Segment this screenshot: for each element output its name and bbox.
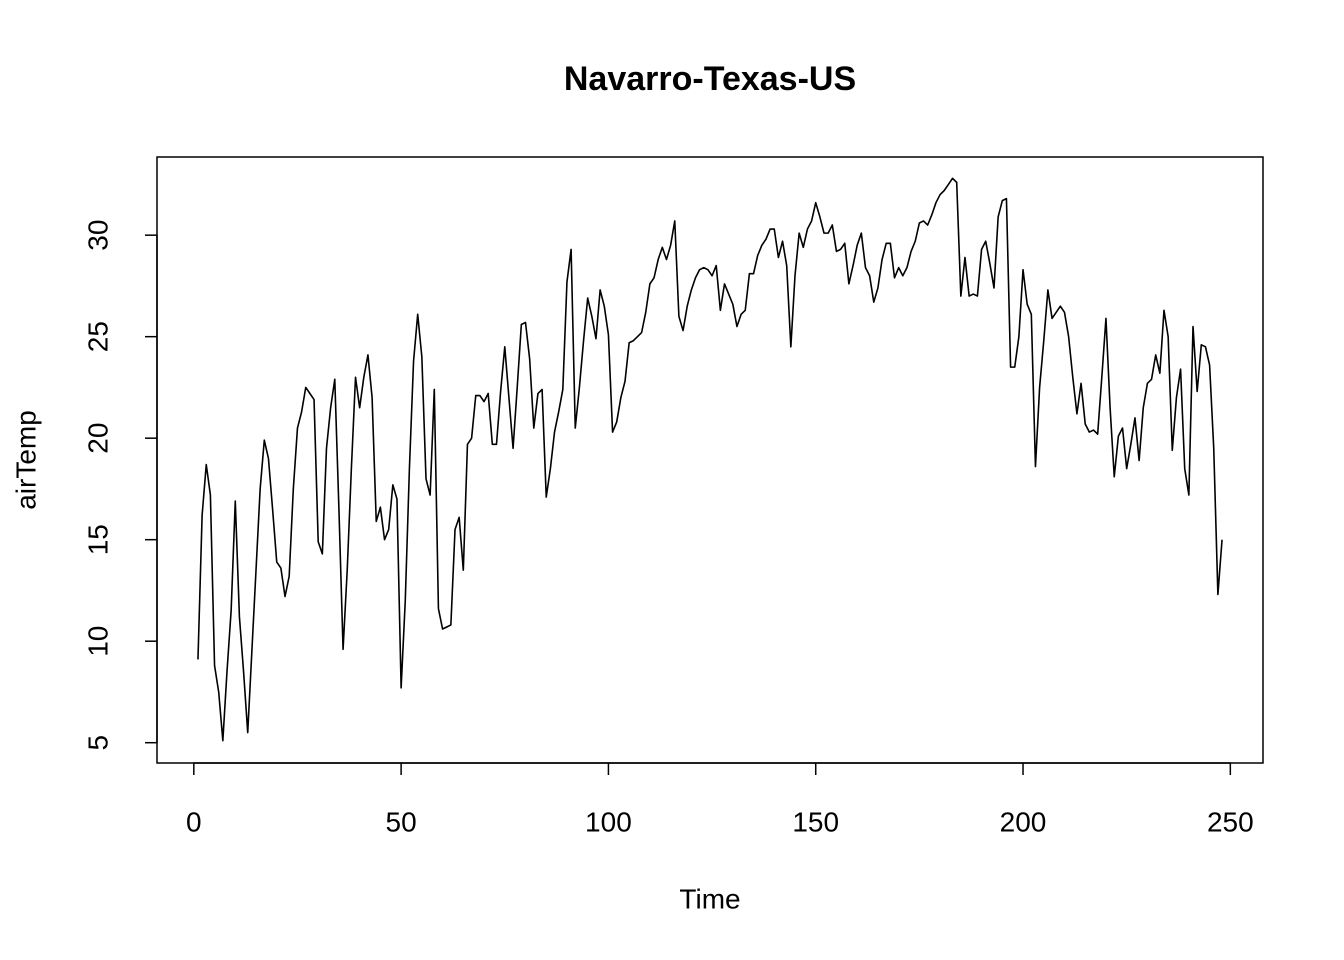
x-tick-label: 200	[1000, 806, 1047, 837]
x-tick-label: 100	[585, 806, 632, 837]
x-tick-label: 150	[792, 806, 839, 837]
y-tick-label: 10	[82, 626, 113, 657]
y-tick-label: 30	[82, 220, 113, 251]
y-tick-label: 5	[82, 735, 113, 751]
x-axis-label: Time	[679, 883, 740, 914]
x-tick-label: 50	[386, 806, 417, 837]
x-tick-label: 0	[186, 806, 202, 837]
data-line	[197, 177, 1223, 742]
chart-title: Navarro-Texas-US	[564, 60, 856, 98]
y-axis-label: airTemp	[10, 410, 41, 510]
y-tick-label: 25	[82, 321, 113, 352]
x-tick-label: 250	[1207, 806, 1254, 837]
y-tick-label: 20	[82, 423, 113, 454]
y-tick-label: 15	[82, 524, 113, 555]
plot-frame	[156, 156, 1264, 764]
